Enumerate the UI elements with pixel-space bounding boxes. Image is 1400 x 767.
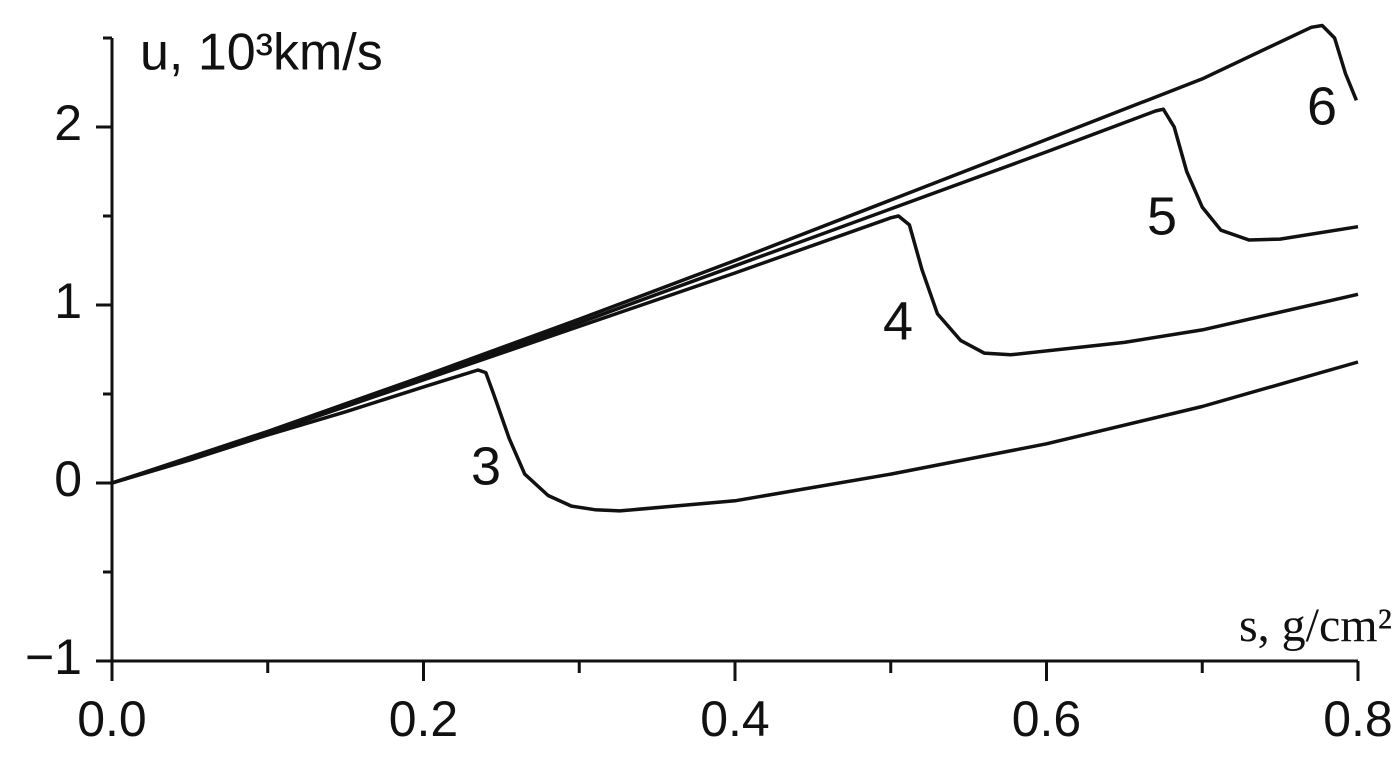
x-tick-label: 0.2 bbox=[389, 691, 459, 747]
y-tick-label: −1 bbox=[25, 629, 82, 685]
curve-label: 5 bbox=[1147, 186, 1177, 246]
curve bbox=[111, 214, 1359, 485]
curve bbox=[111, 360, 1359, 513]
y-tick-label: 1 bbox=[54, 273, 82, 329]
curve-label: 6 bbox=[1307, 76, 1337, 136]
y-axis-label: u, 10³km/s bbox=[140, 24, 383, 82]
curve bbox=[111, 107, 1359, 485]
curve-label: 4 bbox=[883, 291, 913, 351]
x-tick-label: 0.4 bbox=[700, 691, 770, 747]
x-tick-label: 0.8 bbox=[1323, 691, 1393, 747]
x-axis-label: s, g/cm² bbox=[1239, 599, 1392, 652]
y-tick-label: 2 bbox=[54, 95, 82, 151]
curve bbox=[111, 23, 1359, 485]
curve-label: 3 bbox=[471, 436, 501, 496]
x-tick-label: 0.0 bbox=[77, 691, 147, 747]
y-tick-label: 0 bbox=[54, 451, 82, 507]
x-tick-label: 0.6 bbox=[1012, 691, 1082, 747]
